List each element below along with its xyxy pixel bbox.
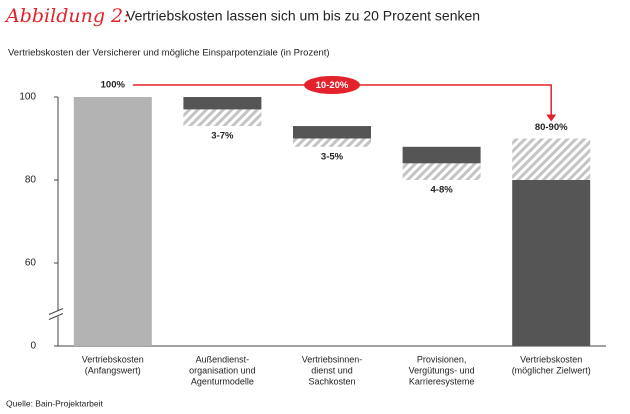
x-tick-label: (möglicher Zielwert) (512, 365, 591, 375)
source: Quelle: Bain-Projektarbeit (6, 398, 103, 408)
x-tick-label: Provisionen, (417, 354, 467, 364)
x-tick-label: dienst und (311, 365, 353, 375)
bar (512, 180, 591, 346)
x-tick-label: organisation und (189, 365, 256, 375)
x-tick-label: Vertriebsinnen- (302, 354, 363, 364)
x-tick-label: Sachkosten (308, 376, 355, 386)
title-prefix: Abbildung 2: (4, 5, 130, 27)
bar (402, 146, 481, 164)
y-tick-label: 0 (30, 341, 36, 352)
value-label: 80-90% (535, 122, 568, 133)
x-tick-label: Vergütungs- und (409, 365, 475, 375)
chart-title: Vertriebskosten lassen sich um bis zu 20… (126, 8, 480, 24)
range-bar (293, 138, 371, 147)
subtitle: Vertriebskosten der Versicherer und mögl… (8, 48, 330, 59)
x-tick-label: (Anfangswert) (85, 365, 141, 375)
bar (293, 126, 371, 139)
value-label: 4-8% (431, 185, 454, 196)
y-tick-label: 80 (25, 175, 37, 186)
annotation-arrow (132, 84, 552, 117)
arrow-head (546, 114, 557, 122)
x-tick-label: Vertriebskosten (520, 354, 582, 364)
value-label: 3-5% (321, 151, 344, 162)
axis-break-gap (48, 310, 68, 317)
value-label: 3-7% (211, 131, 234, 142)
x-tick-label: Außendienst- (196, 354, 250, 364)
range-bar (402, 163, 481, 180)
annotation-label: 10-20% (316, 80, 349, 91)
x-tick-label: Agenturmodelle (191, 376, 254, 386)
bar (183, 97, 262, 110)
value-label: 100% (101, 80, 126, 91)
annotation-badge (304, 76, 360, 94)
axis-break (48, 308, 64, 315)
bar (73, 97, 152, 346)
range-bar (512, 138, 591, 180)
y-tick-label: 60 (25, 258, 37, 269)
y-tick-label: 100 (19, 92, 36, 103)
x-tick-label: Karrieresysteme (409, 376, 475, 386)
axis-break (48, 313, 64, 320)
range-bar (183, 109, 262, 127)
x-tick-label: Vertriebskosten (82, 354, 144, 364)
